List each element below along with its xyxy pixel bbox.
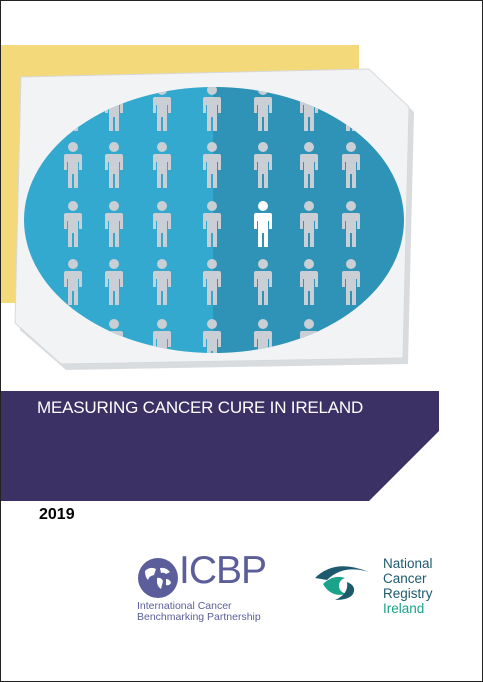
icbp-subtitle-line1: International Cancer xyxy=(137,600,232,612)
report-title: MEASURING CANCER CURE IN IRELAND xyxy=(37,398,364,417)
ncr-swirl-icon xyxy=(315,566,369,600)
ncr-line-cancer: Cancer xyxy=(383,571,427,586)
ncr-line-national: National xyxy=(383,556,433,571)
icbp-logo: ICBP International Cancer Benchmarking P… xyxy=(133,549,293,628)
ncr-wordmark: National Cancer Registry Ireland xyxy=(383,556,433,616)
title-band xyxy=(1,391,439,501)
report-year: 2019 xyxy=(39,506,75,523)
cover-illustration xyxy=(14,68,414,370)
ncr-logo: National Cancer Registry Ireland xyxy=(311,556,451,626)
world-map-icon xyxy=(138,558,178,598)
icbp-acronym: ICBP xyxy=(179,549,267,592)
icbp-subtitle: International Cancer Benchmarking Partne… xyxy=(137,601,261,623)
ncr-line-ireland: Ireland xyxy=(383,601,425,616)
ncr-line-registry: Registry xyxy=(383,586,433,601)
icbp-subtitle-line2: Benchmarking Partnership xyxy=(137,611,261,623)
